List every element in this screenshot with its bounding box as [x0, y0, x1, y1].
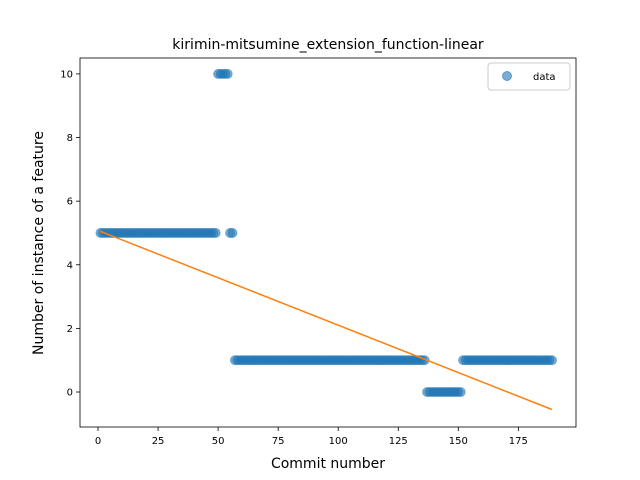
plot-area: [79, 57, 577, 428]
x-tick-label: 100: [329, 436, 348, 447]
x-tick-label: 150: [449, 436, 468, 447]
chart-title: kirimin-mitsumine_extension_function-lin…: [172, 37, 484, 53]
y-tick-label: 6: [67, 197, 73, 208]
legend-label-data: data: [533, 72, 556, 83]
data-point: [455, 387, 466, 397]
data-point: [222, 69, 233, 79]
y-tick-label: 2: [67, 324, 73, 335]
data-point: [547, 355, 557, 366]
plot-frame: [79, 57, 577, 428]
x-tick-label: 0: [95, 436, 101, 447]
x-tick-label: 125: [389, 436, 408, 447]
data-point: [210, 228, 221, 238]
legend-box: [487, 62, 571, 91]
x-axis-label: Commit number: [271, 456, 385, 472]
x-tick-label: 175: [509, 436, 528, 447]
x-tick-label: 75: [272, 436, 285, 447]
legend-marker-data: [502, 71, 512, 81]
x-tick-label: 50: [212, 436, 225, 447]
legend: data: [487, 62, 571, 91]
y-axis: 0 2 4 6 8 10: [60, 69, 80, 399]
data-point: [227, 228, 238, 238]
y-axis-label: Number of instance of a feature: [31, 131, 47, 355]
y-tick-label: 0: [67, 388, 73, 399]
y-tick-label: 10: [60, 69, 73, 80]
fit-line: [100, 230, 553, 411]
x-tick-label: 25: [152, 436, 165, 447]
y-tick-label: 4: [67, 260, 73, 271]
y-tick-label: 8: [67, 133, 73, 144]
x-axis: 0 25 50 75 100 125 150 175: [95, 427, 528, 447]
plot-background: [80, 58, 576, 427]
